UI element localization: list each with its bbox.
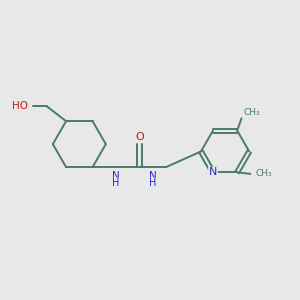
Text: N: N	[149, 171, 157, 181]
Text: H: H	[112, 178, 120, 188]
Text: HO: HO	[12, 101, 28, 111]
Text: H: H	[149, 178, 157, 188]
Text: CH₃: CH₃	[243, 108, 260, 117]
Text: CH₃: CH₃	[256, 169, 272, 178]
Text: N: N	[112, 171, 120, 181]
Text: N: N	[209, 167, 217, 177]
Text: O: O	[135, 132, 144, 142]
